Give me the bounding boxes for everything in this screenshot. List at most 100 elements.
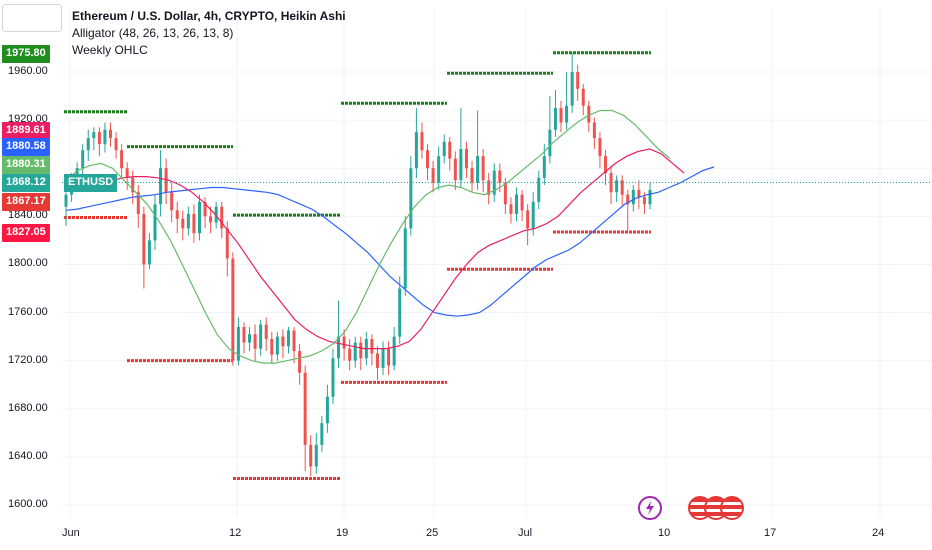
lightning-icon[interactable]: [638, 496, 662, 520]
price-tag: 1975.80: [2, 45, 50, 63]
candle-body: [409, 168, 413, 229]
legend-title: Ethereum / U.S. Dollar, 4h, CRYPTO, Heik…: [72, 9, 346, 23]
candle-body: [314, 444, 318, 467]
candle-body: [192, 213, 196, 234]
candle-body: [253, 334, 257, 349]
candle: [186, 206, 190, 236]
candle-body: [464, 148, 468, 169]
candle-body: [81, 150, 85, 169]
candle: [615, 175, 619, 202]
candle: [142, 206, 146, 289]
alligator-jaw-line: [65, 166, 715, 317]
candle: [509, 197, 513, 224]
candle-body: [626, 194, 630, 205]
candle: [648, 182, 652, 210]
symbol-search-box[interactable]: [2, 4, 62, 32]
candle-body: [120, 150, 124, 169]
candle: [253, 324, 257, 361]
candle-body: [637, 189, 641, 198]
candle-body: [214, 206, 218, 223]
candle: [209, 206, 213, 234]
candle-body: [86, 138, 90, 151]
candle: [220, 201, 224, 238]
candle-body: [515, 194, 519, 214]
candle: [631, 185, 635, 212]
candle-body: [476, 156, 480, 183]
candle: [275, 331, 279, 361]
candle: [548, 96, 552, 164]
candle-body: [342, 336, 346, 349]
candle-body: [175, 210, 179, 219]
candle-body: [325, 396, 329, 424]
candle: [442, 134, 446, 164]
price-tag: 1827.05: [2, 224, 50, 242]
us-flag-icon[interactable]: [720, 496, 744, 520]
candle-body: [136, 192, 140, 214]
candle-body: [587, 105, 591, 123]
candle-body: [92, 132, 96, 139]
candle-body: [531, 201, 535, 229]
candle-body: [648, 189, 652, 205]
candle: [298, 343, 302, 385]
candle: [559, 100, 563, 133]
y-tick-label: 1800.00: [8, 257, 48, 270]
candle: [248, 326, 252, 352]
candle: [359, 336, 363, 371]
candle-body: [520, 194, 524, 211]
candle: [392, 326, 396, 371]
candle: [515, 187, 519, 222]
price-tag: 1880.58: [2, 138, 50, 156]
candle-body: [420, 132, 424, 151]
candle: [381, 341, 385, 376]
candle: [437, 146, 441, 190]
candle-body: [576, 72, 580, 89]
alligator-teeth-line: [65, 148, 685, 350]
candle: [353, 336, 357, 368]
candle-body: [604, 156, 608, 174]
candle-body: [209, 216, 213, 223]
candle-body: [414, 132, 418, 169]
candle-body: [108, 129, 112, 139]
candle: [203, 197, 207, 229]
candle-body: [270, 339, 274, 355]
candle: [309, 435, 313, 477]
candle: [286, 326, 290, 354]
candle-body: [359, 342, 363, 359]
candle: [598, 132, 602, 169]
candle: [387, 341, 391, 376]
price-tag: 1889.61: [2, 122, 50, 140]
chart-legend: Ethereum / U.S. Dollar, 4h, CRYPTO, Heik…: [72, 8, 346, 59]
candle-body: [281, 336, 285, 347]
candle-body: [348, 348, 352, 361]
candle: [464, 141, 468, 178]
candle: [242, 322, 246, 354]
candle-body: [631, 189, 635, 205]
y-tick-label: 1680.00: [8, 401, 48, 414]
candle: [164, 158, 168, 205]
candle-body: [125, 168, 129, 178]
y-tick-label: 1960.00: [8, 65, 48, 77]
candle-body: [565, 105, 569, 123]
candle-body: [426, 150, 430, 169]
candle-body: [353, 342, 357, 361]
candle-body: [236, 326, 240, 361]
candle-body: [592, 122, 596, 139]
candle-body: [147, 240, 151, 265]
candle: [331, 348, 335, 404]
candle: [314, 432, 318, 474]
candle: [470, 161, 474, 193]
candle: [303, 365, 307, 472]
candle: [170, 182, 174, 223]
candle-body: [264, 324, 268, 340]
candle-body: [203, 201, 207, 217]
x-tick-label: 25: [426, 527, 439, 539]
candle: [414, 108, 418, 178]
candle: [481, 148, 485, 193]
candle-body: [559, 108, 563, 123]
candle: [476, 110, 480, 190]
candle-body: [292, 330, 296, 352]
candle: [403, 216, 407, 296]
candle-body: [598, 138, 602, 157]
candle: [86, 129, 90, 162]
